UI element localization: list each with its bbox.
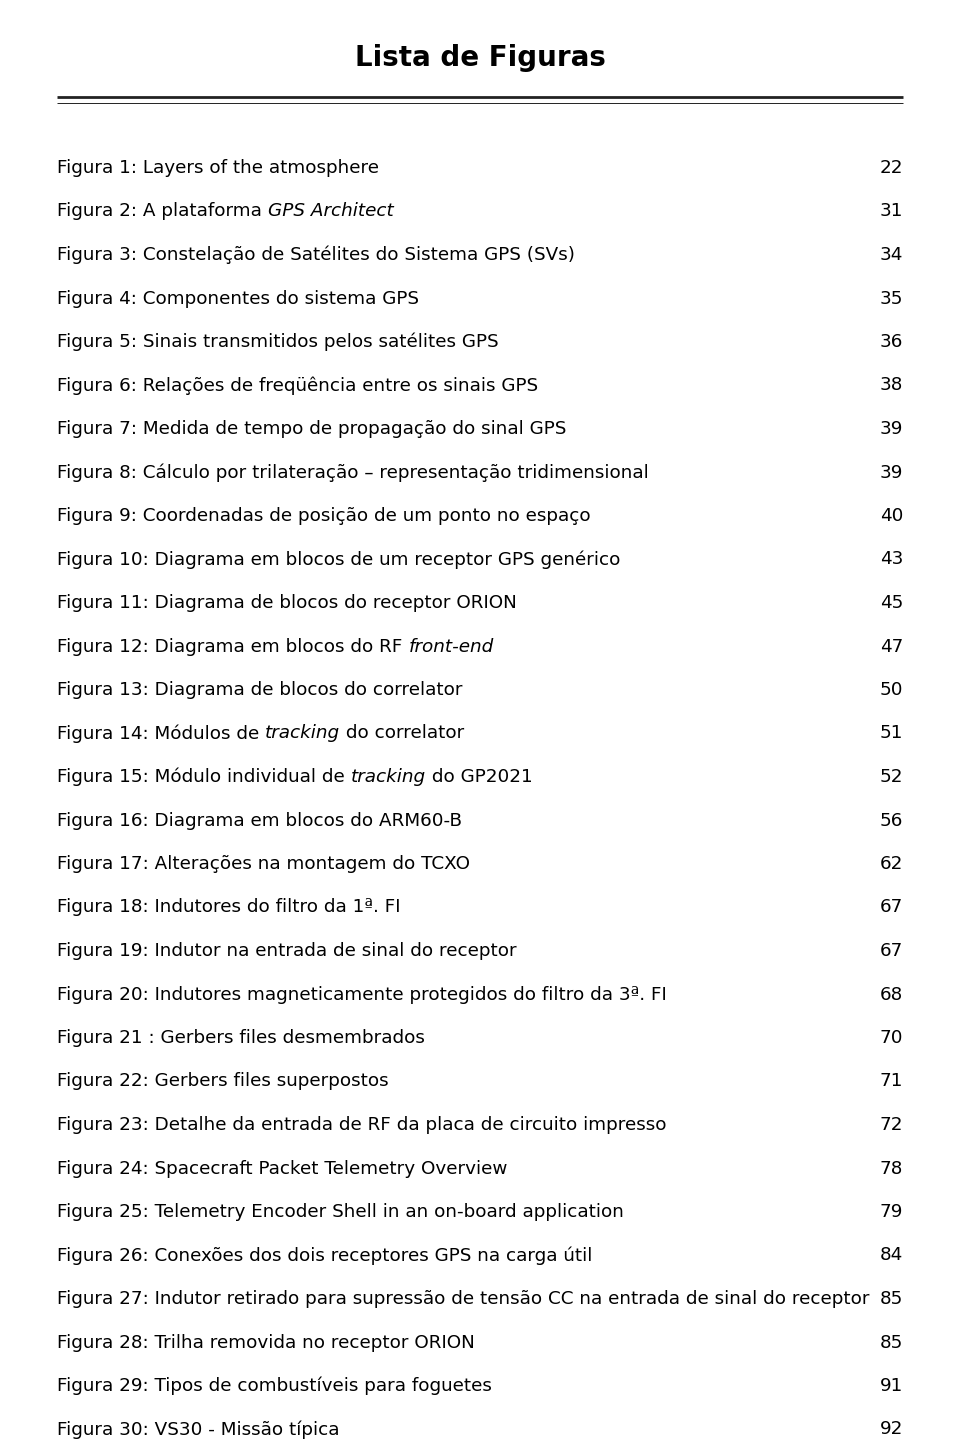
Text: front-end: front-end: [408, 637, 493, 656]
Text: Figura 27: Indutor retirado para supressão de tensão CC na entrada de sinal do r: Figura 27: Indutor retirado para supress…: [57, 1291, 870, 1308]
Text: 35: 35: [879, 290, 903, 307]
Text: 91: 91: [879, 1377, 903, 1394]
Text: Figura 25: Telemetry Encoder Shell in an on-board application: Figura 25: Telemetry Encoder Shell in an…: [57, 1203, 624, 1221]
Text: 47: 47: [879, 637, 903, 656]
Text: 56: 56: [879, 812, 903, 829]
Text: Figura 23: Detalhe da entrada de RF da placa de circuito impresso: Figura 23: Detalhe da entrada de RF da p…: [57, 1116, 666, 1133]
Text: 34: 34: [879, 247, 903, 264]
Text: Figura 1: Layers of the atmosphere: Figura 1: Layers of the atmosphere: [57, 159, 379, 177]
Text: Figura 29: Tipos de combustíveis para foguetes: Figura 29: Tipos de combustíveis para fo…: [57, 1377, 492, 1396]
Text: Figura 24: Spacecraft Packet Telemetry Overview: Figura 24: Spacecraft Packet Telemetry O…: [57, 1159, 508, 1178]
Text: Figura 3: Constelação de Satélites do Sistema GPS (SVs): Figura 3: Constelação de Satélites do Si…: [57, 245, 575, 264]
Text: 22: 22: [879, 159, 903, 177]
Text: Figura 28: Trilha removida no receptor ORION: Figura 28: Trilha removida no receptor O…: [57, 1334, 475, 1351]
Text: 39: 39: [879, 420, 903, 438]
Text: 79: 79: [879, 1203, 903, 1221]
Text: Figura 18: Indutores do filtro da 1ª. FI: Figura 18: Indutores do filtro da 1ª. FI: [57, 898, 400, 917]
Text: 67: 67: [879, 942, 903, 960]
Text: Figura 12: Diagrama em blocos do RF: Figura 12: Diagrama em blocos do RF: [57, 637, 408, 656]
Text: Figura 8: Cálculo por trilateração – representação tridimensional: Figura 8: Cálculo por trilateração – rep…: [57, 463, 649, 482]
Text: 85: 85: [879, 1291, 903, 1308]
Text: 36: 36: [879, 333, 903, 350]
Text: 67: 67: [879, 898, 903, 917]
Text: tracking: tracking: [350, 769, 425, 786]
Text: Figura 11: Diagrama de blocos do receptor ORION: Figura 11: Diagrama de blocos do recepto…: [57, 594, 516, 611]
Text: Figura 2: A plataforma: Figura 2: A plataforma: [57, 202, 268, 221]
Text: GPS Architect: GPS Architect: [268, 202, 394, 221]
Text: do GP2021: do GP2021: [425, 769, 533, 786]
Text: do correlator: do correlator: [340, 724, 465, 743]
Text: Figura 4: Componentes do sistema GPS: Figura 4: Componentes do sistema GPS: [57, 290, 419, 307]
Text: 68: 68: [879, 985, 903, 1004]
Text: Figura 15: Módulo individual de: Figura 15: Módulo individual de: [57, 767, 350, 786]
Text: 52: 52: [879, 769, 903, 786]
Text: Lista de Figuras: Lista de Figuras: [354, 45, 606, 72]
Text: Figura 17: Alterações na montagem do TCXO: Figura 17: Alterações na montagem do TCX…: [57, 855, 470, 872]
Text: Figura 30: VS30 - Missão típica: Figura 30: VS30 - Missão típica: [57, 1420, 340, 1439]
Text: Figura 10: Diagrama em blocos de um receptor GPS genérico: Figura 10: Diagrama em blocos de um rece…: [57, 551, 620, 568]
Text: Figura 13: Diagrama de blocos do correlator: Figura 13: Diagrama de blocos do correla…: [57, 681, 463, 699]
Text: 39: 39: [879, 463, 903, 482]
Text: 31: 31: [879, 202, 903, 221]
Text: 85: 85: [879, 1334, 903, 1351]
Text: Figura 5: Sinais transmitidos pelos satélites GPS: Figura 5: Sinais transmitidos pelos saté…: [57, 333, 498, 352]
Text: 45: 45: [879, 594, 903, 611]
Text: 92: 92: [879, 1420, 903, 1439]
Text: 50: 50: [879, 681, 903, 699]
Text: Figura 22: Gerbers files superpostos: Figura 22: Gerbers files superpostos: [57, 1073, 389, 1090]
Text: 72: 72: [879, 1116, 903, 1133]
Text: tracking: tracking: [265, 724, 340, 743]
Text: Figura 20: Indutores magneticamente protegidos do filtro da 3ª. FI: Figura 20: Indutores magneticamente prot…: [57, 985, 667, 1004]
Text: 40: 40: [879, 508, 903, 525]
Text: Figura 26: Conexões dos dois receptores GPS na carga útil: Figura 26: Conexões dos dois receptores …: [57, 1246, 592, 1265]
Text: Figura 21 : Gerbers files desmembrados: Figura 21 : Gerbers files desmembrados: [57, 1030, 425, 1047]
Text: Figura 16: Diagrama em blocos do ARM60-B: Figura 16: Diagrama em blocos do ARM60-B: [57, 812, 462, 829]
Text: 70: 70: [879, 1030, 903, 1047]
Text: Figura 9: Coordenadas de posição de um ponto no espaço: Figura 9: Coordenadas de posição de um p…: [57, 508, 590, 525]
Text: Figura 7: Medida de tempo de propagação do sinal GPS: Figura 7: Medida de tempo de propagação …: [57, 420, 566, 438]
Text: 38: 38: [879, 376, 903, 395]
Text: 43: 43: [879, 551, 903, 568]
Text: 51: 51: [879, 724, 903, 743]
Text: 71: 71: [879, 1073, 903, 1090]
Text: 62: 62: [879, 855, 903, 872]
Text: Figura 6: Relações de freqüência entre os sinais GPS: Figura 6: Relações de freqüência entre o…: [57, 376, 539, 395]
Text: Figura 14: Módulos de: Figura 14: Módulos de: [57, 724, 265, 743]
Text: 84: 84: [879, 1246, 903, 1265]
Text: Figura 19: Indutor na entrada de sinal do receptor: Figura 19: Indutor na entrada de sinal d…: [57, 942, 516, 960]
Text: 78: 78: [879, 1159, 903, 1178]
